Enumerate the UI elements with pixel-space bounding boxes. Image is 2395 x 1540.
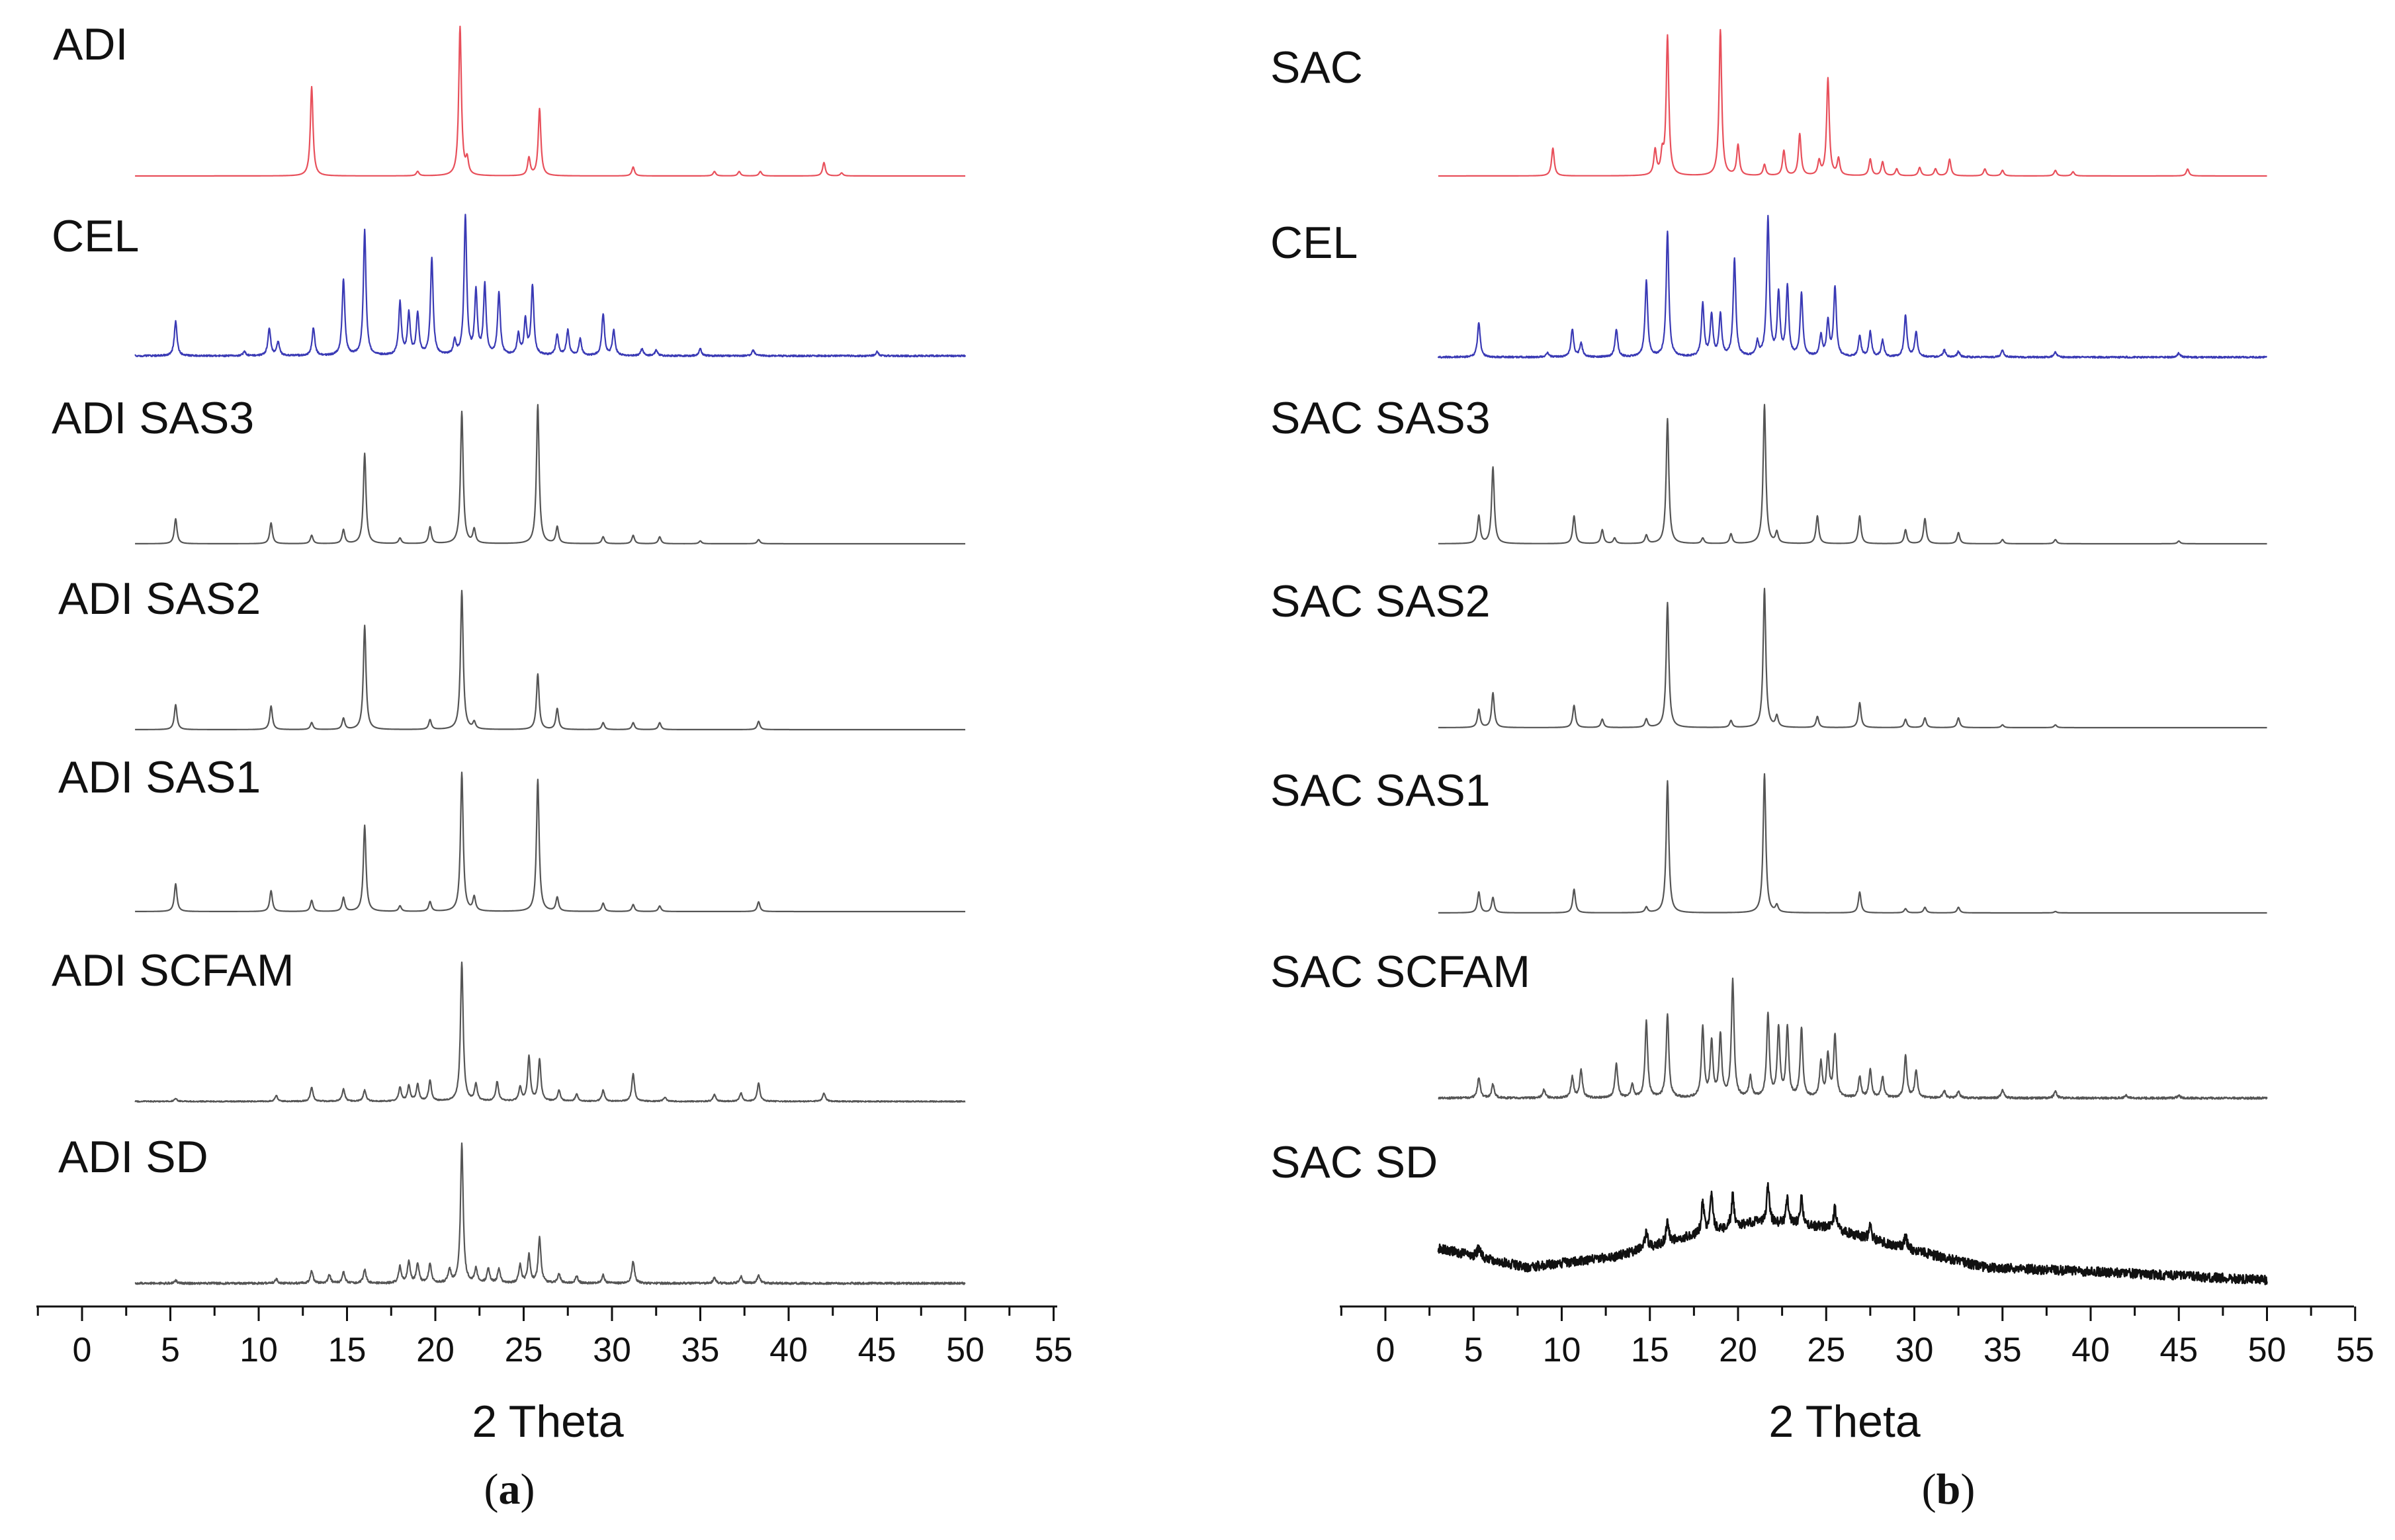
xrd-trace-sac-sas2 [1438,587,2268,729]
trace-label: ADI SD [58,1132,208,1182]
x-axis-title: 2 Theta [1768,1396,1921,1447]
x-tick-label: 30 [593,1331,631,1369]
x-tick-label: 35 [681,1331,720,1369]
trace-label: SAC SCFAM [1270,947,1530,997]
xrd-trace-adi-scfam [134,961,966,1103]
x-tick-label: 15 [328,1331,367,1369]
trace-label: ADI SAS1 [58,752,261,802]
x-axis-title: 2 Theta [472,1396,624,1447]
trace-label: ADI SAS3 [52,393,254,443]
trace-label: SAC SAS1 [1270,765,1491,816]
x-tick-label: 15 [1631,1331,1669,1369]
trace-label: ADI SAS2 [58,574,261,624]
xrd-trace-adi [134,25,966,177]
x-tick-label: 55 [1035,1331,1073,1369]
x-tick-label: 5 [161,1331,180,1369]
trace-label: SAC SD [1270,1137,1438,1187]
x-tick-label: 10 [240,1331,278,1369]
x-tick-label: 55 [2336,1331,2374,1369]
trace-label: SAC SAS3 [1270,393,1491,443]
trace-label: CEL [1270,218,1358,268]
xrd-trace-sac-sas3 [1438,404,2268,545]
x-tick-label: 0 [1376,1331,1395,1369]
xrd-trace-sac-scfam [1438,977,2268,1100]
xrd-trace-adi-sas3 [134,404,966,545]
x-tick-label: 50 [2248,1331,2286,1369]
trace-label: ADI SCFAM [52,945,294,996]
x-tick-label: 5 [1464,1331,1483,1369]
trace-label: SAC [1270,42,1363,93]
x-tick-label: 30 [1895,1331,1934,1369]
xrd-trace-sac [1438,28,2268,177]
xrd-trace-sac-sd [1437,1181,2268,1285]
x-tick-label: 10 [1543,1331,1581,1369]
x-tick-label: 0 [73,1331,92,1369]
trace-label: CEL [52,211,139,261]
trace-label: SAC SAS2 [1270,576,1491,626]
x-tick-label: 20 [416,1331,455,1369]
xrd-trace-adi-sd [134,1142,966,1285]
x-tick-label: 45 [858,1331,896,1369]
x-tick-label: 50 [946,1331,984,1369]
x-tick-label: 40 [2071,1331,2110,1369]
xrd-trace-sac-sas1 [1438,773,2268,914]
x-tick-label: 25 [505,1331,543,1369]
x-tick-label: 35 [1983,1331,2022,1369]
panel-b-sac: SAC CEL SAC SAS3 SAC SAS2 SAC SAS1 SAC SCFAM S… [1270,28,2374,1514]
xrd-trace-cel [134,214,967,358]
panel-a-adi: ADI CEL ADI SAS3 ADI SAS2 ADI SAS1 ADI SCFAM A… [36,19,1072,1514]
xrd-trace-adi-sas2 [134,589,966,731]
xrd-trace-cel [1437,214,2268,359]
x-tick-label: 45 [2159,1331,2198,1369]
x-tick-label: 40 [769,1331,808,1369]
x-tick-label: 20 [1719,1331,1757,1369]
panel-label: (b) [1922,1465,1976,1514]
trace-label: ADI [53,19,128,69]
x-tick-label: 25 [1807,1331,1845,1369]
panel-label: (a) [484,1465,535,1514]
xrd-trace-adi-sas1 [134,771,966,913]
